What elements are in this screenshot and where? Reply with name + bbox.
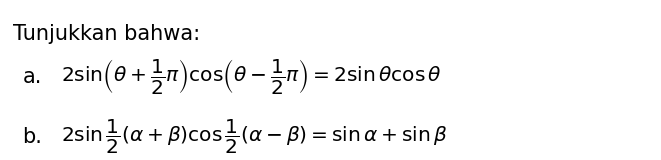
Text: b.: b. [22, 127, 42, 147]
Text: $2\sin\dfrac{1}{2}\left(\alpha+\beta\right)\cos\dfrac{1}{2}\left(\alpha-\beta\ri: $2\sin\dfrac{1}{2}\left(\alpha+\beta\rig… [61, 118, 447, 156]
Text: Tunjukkan bahwa:: Tunjukkan bahwa: [13, 24, 200, 44]
Text: a.: a. [22, 67, 42, 87]
Text: $2\sin\!\left(\theta+\dfrac{1}{2}\pi\right)\cos\!\left(\theta-\dfrac{1}{2}\pi\ri: $2\sin\!\left(\theta+\dfrac{1}{2}\pi\rig… [61, 57, 442, 96]
